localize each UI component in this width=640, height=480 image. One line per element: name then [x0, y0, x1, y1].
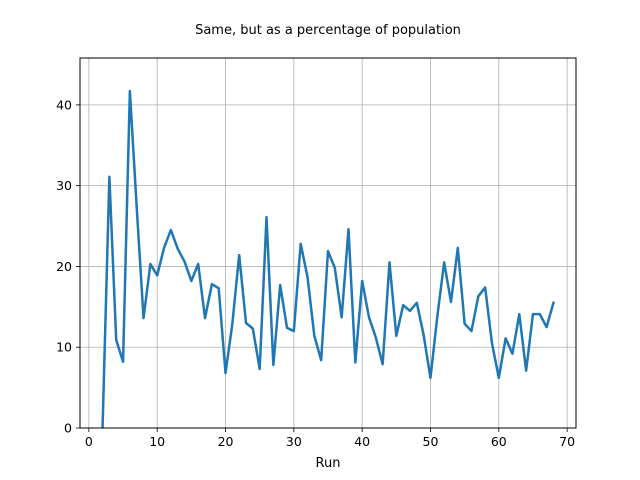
chart-title: Same, but as a percentage of population [195, 23, 461, 38]
x-tick-label: 0 [85, 434, 93, 449]
y-tick-label: 0 [64, 421, 72, 436]
plot-frame [79, 57, 577, 429]
x-tick-label: 60 [491, 434, 507, 449]
axis-ticks: 0 10 20 30 40 50 60 70 0 10 20 30 40 [56, 97, 575, 449]
x-tick-label: 20 [218, 434, 234, 449]
y-tick-label: 20 [56, 259, 72, 274]
y-tick-label: 10 [56, 340, 72, 355]
x-tick-label: 30 [286, 434, 302, 449]
x-tick-label: 10 [149, 434, 165, 449]
x-tick-label: 70 [559, 434, 575, 449]
x-tick-label: 40 [354, 434, 370, 449]
series-line [101, 89, 555, 428]
x-tick-label: 50 [423, 434, 439, 449]
y-tick-label: 40 [56, 97, 72, 112]
y-tick-label: 30 [56, 178, 72, 193]
plot-data [101, 89, 555, 428]
x-axis-label: Run [316, 456, 341, 471]
